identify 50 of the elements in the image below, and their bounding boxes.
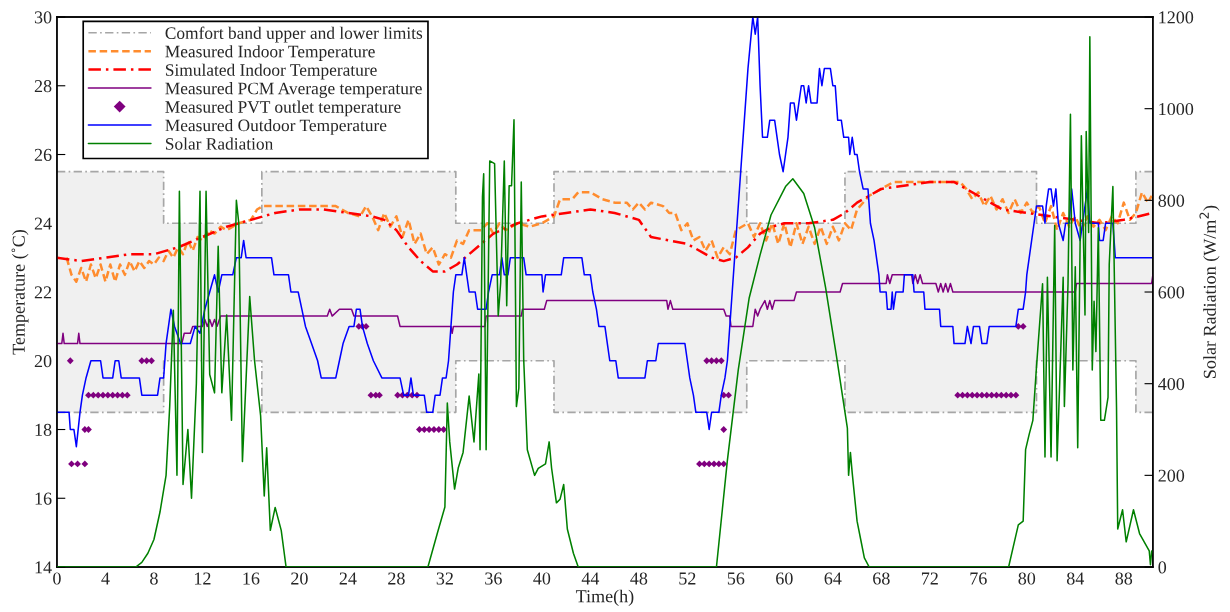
x-tick-label: 64 [824,572,842,585]
y2-tick-label: 200 [1158,469,1185,482]
x-tick-label: 0 [53,572,61,585]
x-tick-label: 44 [581,572,600,585]
x-tick-label: 28 [388,572,405,585]
y-tick-label: 24 [34,217,52,230]
y2-tick-label: 1000 [1159,102,1194,116]
x-tick-label: 8 [150,572,158,585]
legend-label: Measured Outdoor Temperature [165,119,387,135]
x-tick-label: 40 [533,572,551,585]
x-tick-label: 60 [776,572,793,585]
legend-label: Comfort band upper and lower limits [165,26,423,43]
x-tick-label: 84 [1066,572,1085,585]
y-tick-label: 14 [35,561,52,574]
x-tick-label: 88 [1115,572,1133,585]
x-tick-label: 76 [970,572,987,585]
y2-tick-label: 800 [1158,194,1185,207]
y-tick-label: 18 [35,423,52,436]
y2-tick-label: 0 [1158,561,1167,574]
x-tick-label: 32 [436,572,453,585]
legend-label: Measured Indoor Temperature [165,45,375,61]
y2-tick-label: 600 [1158,286,1185,299]
legend-label: Simulated Indoor Temperature [165,63,377,80]
x-tick-label: 56 [727,572,745,585]
y2-tick-label: 400 [1158,377,1185,391]
x-tick-label: 20 [291,572,308,585]
legend-label: Measured PVT outlet temperature [165,100,401,117]
x-axis-title: Time(h) [575,589,634,607]
legend-label: Measured PCM Average temperature [165,82,422,98]
x-tick-label: 24 [339,572,357,585]
x-tick-label: 4 [101,572,110,585]
line-series [56,274,1153,345]
y-tick-label: 30 [34,11,52,24]
x-tick-label: 52 [679,572,696,585]
x-tick-label: 16 [243,572,260,585]
x-tick-label: 12 [194,572,211,585]
x-tick-label: 68 [873,572,890,585]
y-tick-label: 28 [34,80,52,93]
x-tick-label: 72 [921,572,938,585]
y-tick-label: 16 [35,492,52,505]
x-tick-label: 48 [630,572,648,585]
y-tick-label: 26 [34,148,52,161]
y-axis-title: Temperature (˚C) [11,230,29,355]
y2-tick-label: 1200 [1159,11,1194,24]
y2-axis-title: Solar Radiation (W/m$^{2}$) [1199,205,1220,378]
y-tick-label: 20 [34,355,52,368]
y-tick-label: 22 [34,286,52,299]
legend-label: Solar Radiation [165,137,274,150]
x-tick-label: 36 [485,572,502,585]
x-tick-label: 80 [1018,572,1036,585]
